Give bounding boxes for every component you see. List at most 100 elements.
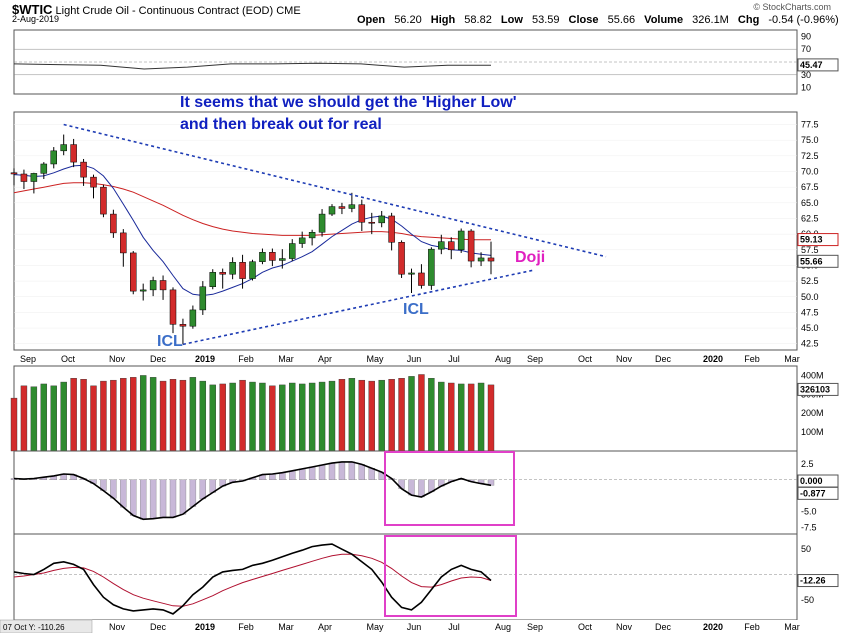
candle-body xyxy=(408,272,415,275)
volume-bar xyxy=(50,385,57,452)
x-tick-label: Apr xyxy=(318,354,332,364)
volume-last-value-box xyxy=(797,382,839,396)
candle-body xyxy=(219,272,226,275)
candle-body xyxy=(328,206,336,215)
brand-label[interactable]: © StockCharts.com xyxy=(753,2,831,12)
volume-bar xyxy=(149,377,157,452)
bottom-x-tick-label: Mar xyxy=(278,622,294,632)
candle-body xyxy=(378,215,385,224)
volume-bar xyxy=(328,380,336,452)
volume-bar xyxy=(477,382,485,452)
instrument-name: Light Crude Oil - Continuous Contract (E… xyxy=(55,5,301,17)
x-tick-label: Sep xyxy=(527,354,543,364)
chart-date: 2-Aug-2019 xyxy=(12,14,60,24)
volume-bar xyxy=(487,384,495,452)
candle-body xyxy=(457,230,465,251)
volume-bar xyxy=(308,382,316,452)
price-tick-label: 50.0 xyxy=(801,292,819,302)
candle-body xyxy=(358,204,366,223)
x-tick-label: Dec xyxy=(150,354,167,364)
candle-body xyxy=(308,232,316,239)
osc-line xyxy=(13,543,492,615)
rsi-tick-label: 30 xyxy=(801,70,811,80)
price-tick-label: 77.5 xyxy=(801,120,819,130)
rsi-tick-label: 90 xyxy=(801,31,811,41)
volume-bar xyxy=(20,385,28,452)
volume-bar xyxy=(120,378,127,452)
candle-body xyxy=(448,241,455,251)
candle-body xyxy=(70,144,77,163)
volume-bar xyxy=(10,397,18,452)
bottom-x-tick-label: Dec xyxy=(655,622,672,632)
volume-bar xyxy=(259,382,266,452)
volume-bar xyxy=(348,378,356,452)
volume-bar xyxy=(199,380,207,452)
volume-bar xyxy=(398,378,405,452)
candle-body xyxy=(20,173,28,182)
candle-body xyxy=(100,186,107,215)
macd-hist-bar xyxy=(368,468,375,480)
macd-hist-bar xyxy=(149,479,157,519)
volume-bar xyxy=(368,380,375,452)
x-tick-label: Mar xyxy=(784,354,800,364)
osc-tick-label: 50 xyxy=(801,544,811,554)
volume-tick-label: 100M xyxy=(801,427,824,437)
rsi-last-value: 45.47 xyxy=(800,60,823,70)
macd-hist-bar xyxy=(189,479,197,507)
candle-body xyxy=(348,204,356,209)
rsi-tick-label: 70 xyxy=(801,44,811,54)
bottom-x-tick-label: Nov xyxy=(109,622,126,632)
note-line2: and then break out for real xyxy=(180,116,382,133)
macd-hist-bar xyxy=(338,461,346,480)
macd-zero-value: 0.000 xyxy=(800,476,823,486)
volume-bar xyxy=(269,385,276,452)
high-label: High xyxy=(430,14,456,26)
chg-value: -0.54 (-0.96%) xyxy=(768,14,839,26)
price-tick-label: 47.5 xyxy=(801,307,819,317)
candle-body xyxy=(259,252,266,262)
price-last-value: 55.66 xyxy=(800,256,823,266)
volume-bar xyxy=(169,379,177,452)
macd-hist-bar xyxy=(120,479,127,508)
candle-body xyxy=(80,161,87,178)
macd-hist-bar xyxy=(179,479,187,515)
volume-bar xyxy=(159,380,167,452)
volume-bar xyxy=(448,382,455,452)
bottom-x-tick-label: Dec xyxy=(150,622,167,632)
osc-signal-line xyxy=(13,553,492,607)
candle-body xyxy=(209,272,216,287)
candle-body xyxy=(229,262,236,275)
candle-body xyxy=(169,289,177,325)
volume-bar xyxy=(408,376,415,452)
volume-bar xyxy=(179,379,187,452)
volume-bar xyxy=(418,374,425,452)
macd-hist-bar xyxy=(159,479,167,518)
macd-tick-label: -5.0 xyxy=(801,507,817,517)
volume-bar xyxy=(229,382,236,452)
low-value: 53.59 xyxy=(531,14,560,26)
bottom-x-tick-label: Feb xyxy=(238,622,254,632)
price-tick-label: 52.5 xyxy=(801,276,819,286)
candle-body xyxy=(388,215,395,243)
x-tick-label: Aug xyxy=(495,354,511,364)
price-tick-label: 62.5 xyxy=(801,213,819,223)
x-tick-label: Sep xyxy=(20,354,36,364)
candle-body xyxy=(249,261,256,279)
bottom-x-tick-label: 2019 xyxy=(195,622,215,632)
x-tick-label: 2019 xyxy=(195,354,215,364)
candle-body xyxy=(289,243,296,259)
candle-body xyxy=(298,237,306,244)
volume-bar xyxy=(139,375,147,452)
candle-body xyxy=(487,257,495,262)
candle-body xyxy=(438,241,445,250)
candle-body xyxy=(189,309,197,327)
bottom-x-tick-label: Oct xyxy=(578,622,593,632)
macd-hist-bar xyxy=(199,479,207,500)
close-value: 55.66 xyxy=(607,14,636,26)
price-last-value-box xyxy=(797,254,839,268)
macd-tick-label: -7.5 xyxy=(801,523,817,533)
bottom-x-tick-label: Feb xyxy=(744,622,760,632)
volume-bar xyxy=(209,384,216,452)
candle-body xyxy=(30,173,38,182)
